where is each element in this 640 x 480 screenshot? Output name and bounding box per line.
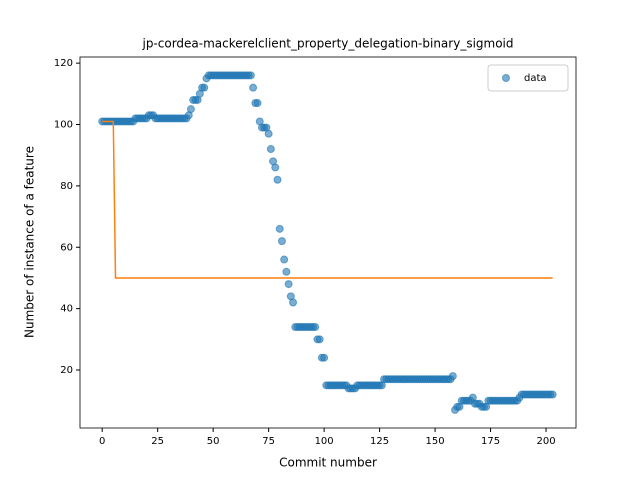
point — [315, 335, 324, 344]
x-tick-label: 125 — [370, 436, 389, 447]
point — [277, 237, 286, 246]
x-tick-label: 50 — [207, 436, 220, 447]
y-tick-label: 20 — [60, 365, 73, 376]
x-axis-title: Commit number — [279, 456, 377, 470]
y-tick-label: 40 — [60, 304, 73, 315]
x-tick-label: 0 — [99, 436, 105, 447]
legend-label: data — [524, 73, 547, 84]
point — [548, 390, 557, 399]
axes-frame — [79, 56, 577, 429]
point — [311, 323, 320, 332]
point — [200, 83, 209, 92]
x-tick-label: 25 — [151, 436, 164, 447]
point — [253, 99, 262, 108]
x-tick-label: 200 — [536, 436, 555, 447]
legend-marker — [502, 74, 510, 82]
point — [275, 224, 284, 233]
point — [320, 353, 329, 362]
point — [249, 83, 258, 92]
y-tick-label: 100 — [54, 120, 73, 131]
point — [448, 372, 457, 381]
point — [266, 145, 275, 154]
point — [289, 298, 298, 307]
x-tick-label: 150 — [426, 436, 445, 447]
y-tick-label: 60 — [60, 242, 73, 253]
point — [246, 71, 255, 80]
legend-box — [487, 64, 569, 92]
line — [102, 120, 553, 279]
y-axis-title: Number of instance of a feature — [23, 146, 37, 338]
point — [280, 255, 289, 264]
point — [186, 105, 195, 114]
point — [271, 163, 280, 172]
x-tick-label: 75 — [262, 436, 275, 447]
y-tick-label: 120 — [54, 58, 73, 69]
plot-area — [98, 71, 557, 414]
y-tick-label: 80 — [60, 181, 73, 192]
point — [264, 129, 273, 138]
x-tick-label: 100 — [315, 436, 334, 447]
point — [282, 267, 291, 276]
point — [273, 175, 282, 184]
point — [284, 280, 293, 289]
x-tick-label: 175 — [481, 436, 500, 447]
chart-title: jp-cordea-mackerelclient_property_delega… — [141, 37, 513, 51]
